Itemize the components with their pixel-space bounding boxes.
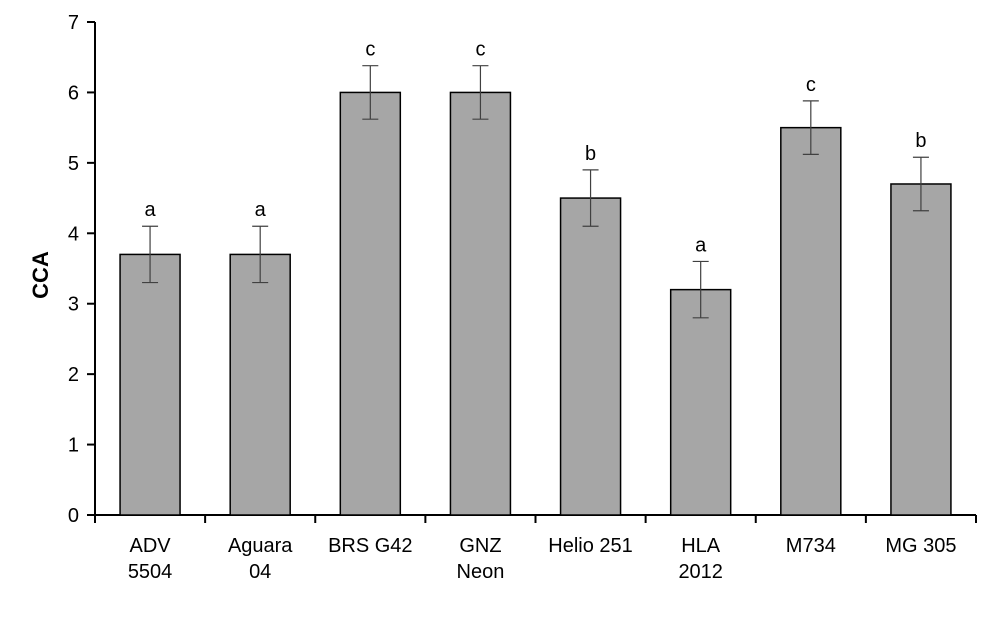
x-category-label: Aguara xyxy=(228,535,293,557)
significance-letter: b xyxy=(915,130,926,152)
bar xyxy=(559,197,622,516)
bar xyxy=(669,288,732,516)
x-category-label: Helio 251 xyxy=(548,535,633,557)
x-category-label: ADV xyxy=(130,535,172,557)
significance-letter: a xyxy=(695,234,707,256)
x-category-label: 5504 xyxy=(128,561,173,583)
significance-letter: a xyxy=(255,199,267,221)
bar xyxy=(890,183,952,516)
y-tick-label: 2 xyxy=(68,364,79,386)
y-tick-label: 6 xyxy=(68,82,79,104)
x-category-label: 2012 xyxy=(678,561,723,583)
bar xyxy=(119,253,181,516)
y-tick-label: 5 xyxy=(68,153,79,175)
significance-letter: a xyxy=(145,199,157,221)
plot-area: 0 1 2 3 4 5 6 7 a ADV 5504 a Aguara 04 c BRS G42 c GNZ Neo… xyxy=(68,12,977,583)
bar xyxy=(229,253,291,516)
significance-letter: c xyxy=(365,39,375,61)
bar xyxy=(449,91,512,516)
x-category-label: Neon xyxy=(457,561,505,583)
x-category-label: BRS G42 xyxy=(328,535,412,557)
significance-letter: c xyxy=(475,39,485,61)
y-tick-label: 1 xyxy=(68,435,79,457)
bar xyxy=(339,91,402,516)
significance-letter: c xyxy=(806,74,816,96)
y-tick-label: 0 xyxy=(68,505,79,527)
y-tick-label: 7 xyxy=(68,12,79,34)
x-category-label: M734 xyxy=(786,535,836,557)
x-category-label: MG 305 xyxy=(885,535,956,557)
bar xyxy=(780,126,842,516)
x-category-label: HLA xyxy=(681,535,721,557)
significance-letter: b xyxy=(585,143,596,165)
y-tick-label: 4 xyxy=(68,223,79,245)
y-axis-label: CCA xyxy=(28,251,53,299)
x-category-label: 04 xyxy=(249,561,271,583)
y-tick-label: 3 xyxy=(68,294,79,316)
x-category-label: GNZ xyxy=(459,535,501,557)
